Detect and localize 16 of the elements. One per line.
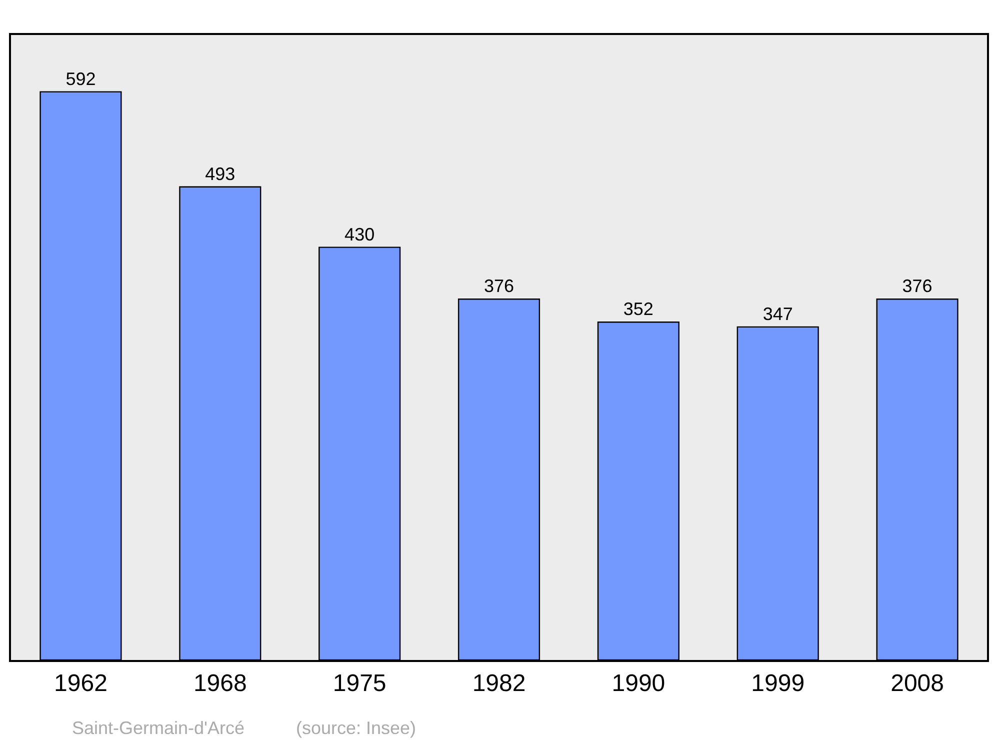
x-tick-label: 2008 <box>890 670 944 697</box>
data-label: 352 <box>623 299 654 320</box>
data-label: 376 <box>484 276 514 296</box>
data-label: 493 <box>205 164 236 184</box>
text: (source: Insee) <box>296 718 416 738</box>
x-tick-label: 1975 <box>332 670 386 697</box>
x-tick-label: 1990 <box>612 670 666 697</box>
text: Saint-Germain-d'Arcé <box>72 718 244 738</box>
data-label: 376 <box>902 276 932 296</box>
data-label: 430 <box>344 224 375 244</box>
x-tick-label: 1962 <box>54 670 108 697</box>
data-label: 592 <box>66 68 96 89</box>
x-tick-label: 1968 <box>193 670 247 697</box>
data-label: 347 <box>762 304 793 324</box>
x-tick-label: 1982 <box>472 670 526 697</box>
x-tick-label: 1999 <box>751 670 805 697</box>
